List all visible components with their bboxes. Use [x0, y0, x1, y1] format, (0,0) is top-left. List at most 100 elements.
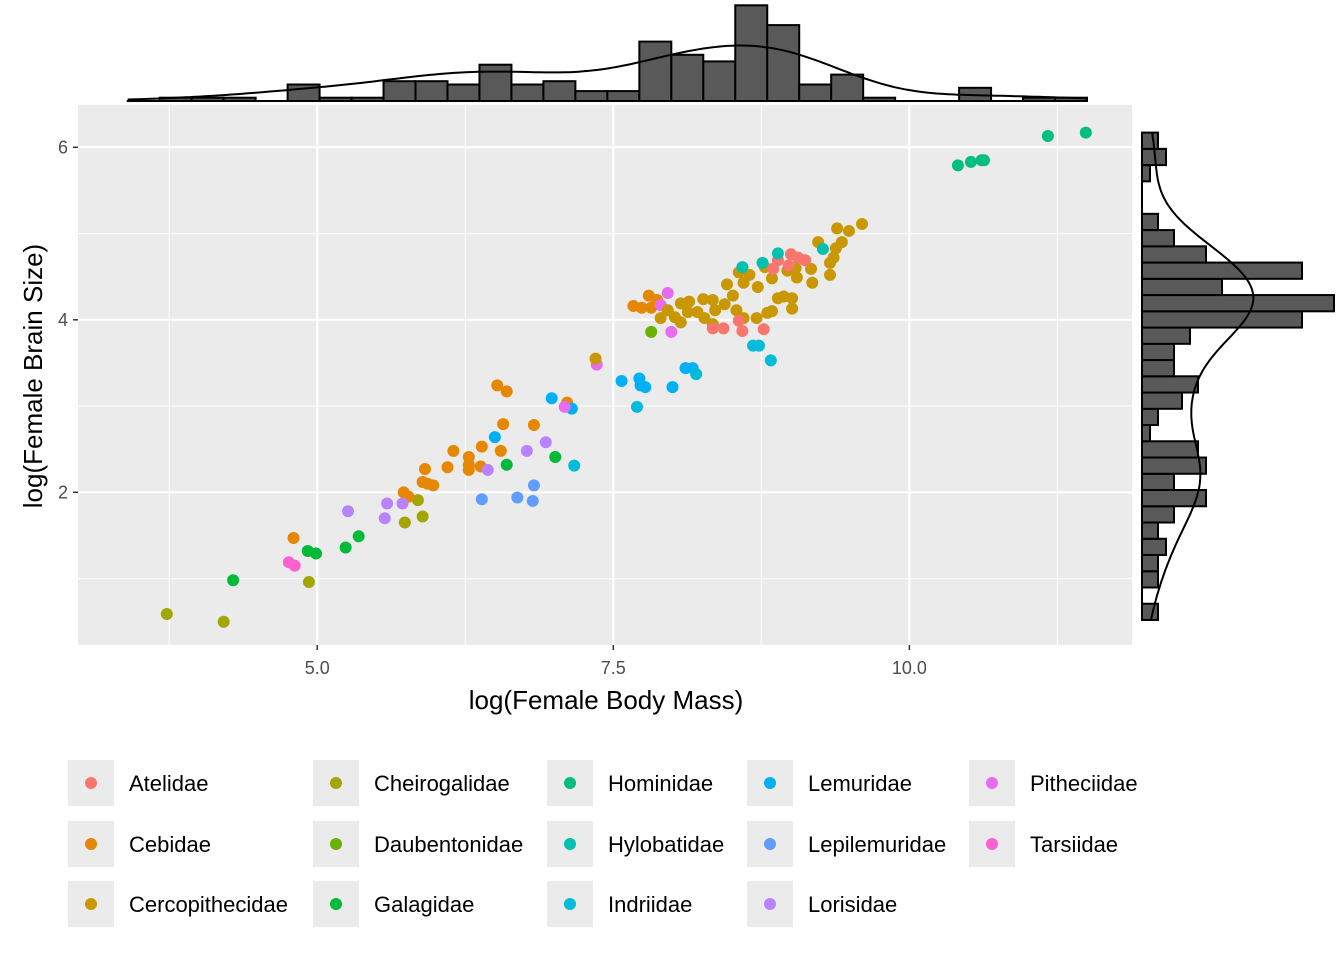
axes: 5.0 7.5 10.0 2 4 6: [58, 137, 927, 678]
data-point-cebidae: [418, 463, 431, 476]
legend-label: Lepilemuridae: [808, 832, 946, 857]
data-point-cercopithecidae: [730, 304, 743, 317]
legend-label: Lemuridae: [808, 771, 912, 796]
data-point-galagidae: [549, 450, 562, 463]
data-point-cebidae: [287, 532, 300, 545]
legend-swatch: [85, 838, 97, 850]
x-histogram-bar: [798, 83, 833, 102]
data-point-indriidae: [764, 354, 777, 367]
data-point-indriidae: [752, 339, 765, 352]
x-density-curve: [127, 44, 1088, 101]
legend-swatch: [564, 898, 576, 910]
y-histogram-bar: [1141, 164, 1151, 183]
data-point-cebidae: [527, 419, 540, 432]
legend-swatch: [330, 838, 342, 850]
y-histogram-bar: [1141, 407, 1159, 427]
x-histogram-bar: [606, 90, 641, 102]
legend-item-lepilemuridae: Lepilemuridae: [747, 821, 946, 867]
data-point-atelidae: [767, 262, 780, 275]
x-tick-label: 10.0: [892, 658, 927, 678]
data-point-cercopithecidae: [697, 293, 710, 306]
legend-label: Atelidae: [129, 771, 209, 796]
x-histogram-bar: [734, 4, 769, 102]
y-histogram-bar: [1141, 554, 1159, 573]
data-point-cebidae: [635, 301, 648, 314]
legend: Atelidae Cebidae Cercopithecidae Cheirogali…: [68, 760, 1138, 927]
data-point-indriidae: [690, 368, 703, 381]
data-point-hominidae: [964, 155, 977, 168]
data-point-cercopithecidae: [750, 312, 763, 325]
data-point-cercopithecidae: [765, 305, 778, 318]
y-histogram-bar: [1141, 261, 1303, 280]
y-histogram-bar: [1141, 602, 1159, 621]
x-histogram-bar: [862, 96, 897, 102]
data-point-cercopithecidae: [654, 312, 667, 325]
data-point-hominidae: [977, 154, 990, 167]
legend-item-cercopithecidae: Cercopithecidae: [68, 881, 288, 927]
data-point-cebidae: [500, 385, 513, 398]
legend-label: Daubentonidae: [374, 832, 523, 857]
legend-item-indriidae: Indriidae: [547, 881, 692, 927]
legend-label: Cheirogalidae: [374, 771, 510, 796]
data-point-cercopithecidae: [790, 271, 803, 284]
y-tick-label: 4: [58, 310, 68, 330]
x-histogram-bar: [382, 80, 417, 102]
data-point-cercopithecidae: [805, 262, 818, 275]
legend-swatch: [330, 777, 342, 789]
y-axis-title: log(Female Brain Size): [18, 244, 48, 508]
data-point-hominidae: [1041, 130, 1054, 143]
legend-label: Cebidae: [129, 832, 211, 857]
legend-label: Hominidae: [608, 771, 713, 796]
data-point-hylobatidae: [756, 256, 769, 269]
y-histogram-bar: [1141, 537, 1167, 556]
x-histogram-bar: [542, 80, 577, 102]
x-histogram-bar: [478, 63, 513, 102]
y-density-curve: [1150, 132, 1255, 621]
legend-swatch: [85, 898, 97, 910]
x-histogram-bar: [510, 83, 545, 102]
y-histogram-bar: [1141, 521, 1159, 540]
y-histogram-bar: [1141, 505, 1175, 524]
legend-item-hominidae: Hominidae: [547, 760, 713, 806]
y-histogram-bar: [1141, 212, 1159, 232]
x-histogram-bar: [670, 53, 705, 102]
y-histogram-bar: [1141, 294, 1335, 313]
data-point-cercopithecidae: [589, 352, 602, 365]
y-histogram-bar: [1141, 359, 1175, 378]
data-point-lorisidae: [381, 497, 394, 510]
legend-swatch: [986, 777, 998, 789]
data-point-hylobatidae: [736, 261, 749, 274]
x-histogram-bar: [702, 60, 737, 102]
y-histogram-bar: [1141, 326, 1191, 345]
data-point-cheirogalidae: [217, 615, 230, 628]
data-point-lorisidae: [520, 444, 533, 457]
data-point-cheirogalidae: [302, 576, 315, 589]
data-point-lepilemuridae: [475, 493, 488, 506]
legend-swatch: [564, 838, 576, 850]
data-point-daubentonidae: [645, 325, 658, 338]
data-point-lepilemuridae: [526, 494, 539, 507]
y-histogram-bar: [1141, 424, 1151, 443]
data-point-cebidae: [421, 477, 434, 490]
x-histogram-bar: [414, 80, 449, 102]
data-point-cercopithecidae: [824, 268, 837, 281]
data-point-hominidae: [951, 159, 964, 172]
y-histogram-bar: [1141, 472, 1175, 492]
data-point-cebidae: [497, 418, 510, 431]
data-point-pitheciidae: [661, 287, 674, 300]
data-point-cercopithecidae: [827, 251, 840, 264]
legend-swatch: [764, 898, 776, 910]
x-histogram-bar: [574, 90, 609, 102]
x-histogram-bar: [350, 96, 385, 102]
data-point-cercopithecidae: [720, 278, 733, 291]
x-axis-title: log(Female Body Mass): [469, 685, 744, 715]
legend-swatch: [764, 777, 776, 789]
y-marginal-histogram: [1141, 131, 1335, 621]
data-point-atelidae: [782, 259, 795, 272]
data-point-lemuridae: [615, 375, 628, 388]
data-point-cebidae: [441, 461, 454, 474]
legend-item-daubentonidae: Daubentonidae: [313, 821, 523, 867]
data-point-hylobatidae: [816, 243, 829, 256]
x-histogram-bar: [222, 96, 257, 102]
legend-swatch: [85, 777, 97, 789]
